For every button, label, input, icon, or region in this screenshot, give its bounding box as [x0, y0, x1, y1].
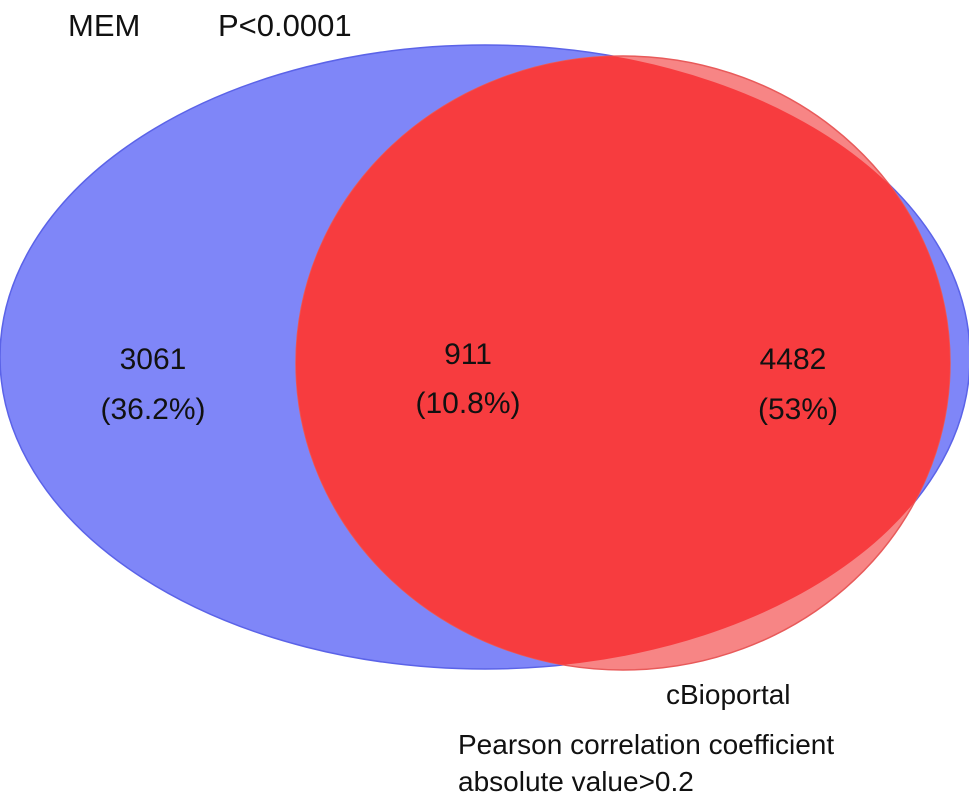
left-only-count: 3061	[120, 343, 187, 376]
set-right-name: cBioportal	[666, 679, 791, 710]
right-only-percent: (53%)	[758, 393, 838, 426]
intersection-percent: (10.8%)	[415, 387, 520, 420]
intersection-region	[296, 56, 950, 669]
left-only-percent: (36.2%)	[100, 393, 205, 426]
set-left-criterion: P<0.0001	[218, 8, 352, 43]
set-right-criterion-line2: absolute value>0.2	[458, 766, 694, 797]
intersection-count: 911	[444, 338, 492, 371]
set-right-criterion-line1: Pearson correlation coefficient	[458, 729, 834, 760]
set-left-name: MEM	[68, 8, 140, 43]
right-only-count: 4482	[760, 343, 827, 376]
